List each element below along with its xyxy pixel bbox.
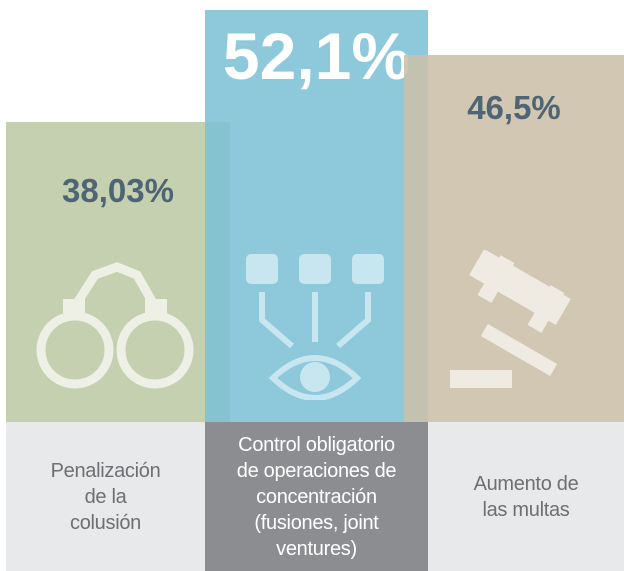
icon xyxy=(36,262,194,389)
category-label: Aumento de las multas xyxy=(473,472,579,521)
category-label: Penalización de la colusión xyxy=(50,459,161,534)
value-label: 52,1% xyxy=(222,19,411,94)
label-box xyxy=(428,422,624,571)
bar xyxy=(404,54,624,422)
category-label: Control obligatorio de operaciones de co… xyxy=(236,433,397,560)
icon xyxy=(450,250,571,388)
label-box xyxy=(205,422,428,571)
value-label: 46,5% xyxy=(467,88,561,126)
value-label: 38,03% xyxy=(62,171,174,209)
label-box xyxy=(6,422,205,571)
bar xyxy=(205,10,428,422)
icon xyxy=(246,254,384,400)
